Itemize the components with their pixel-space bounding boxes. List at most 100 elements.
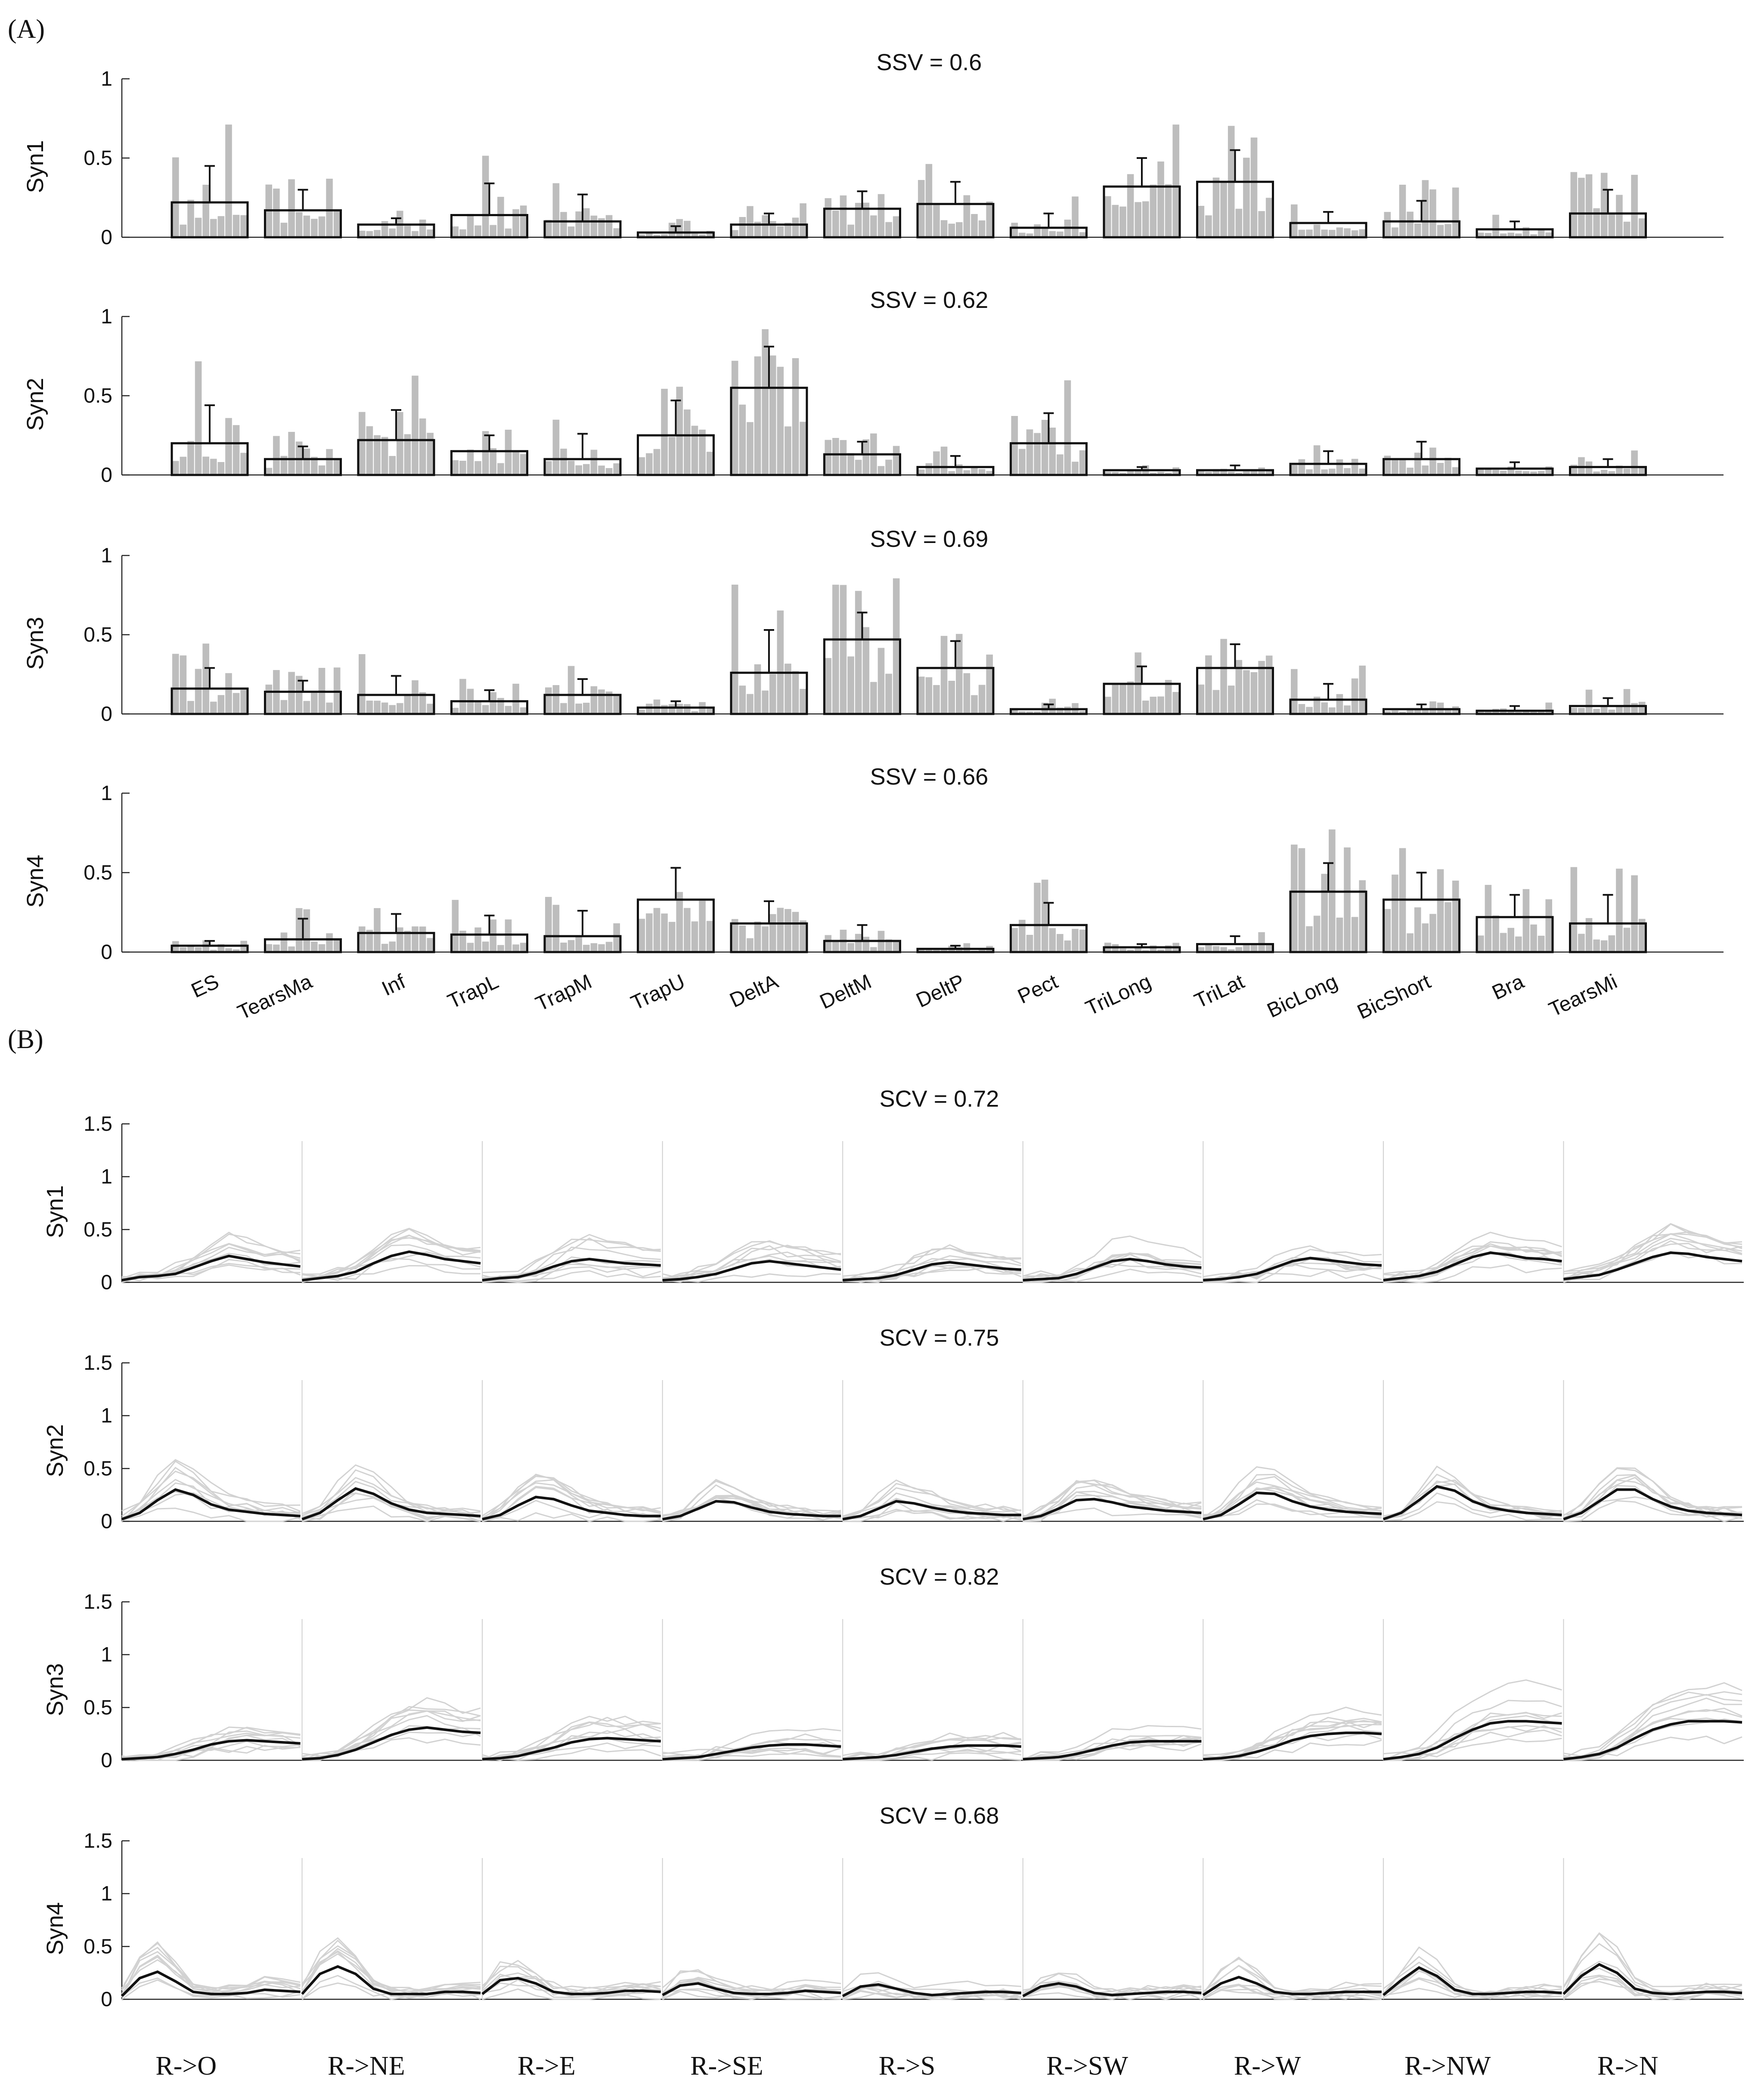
muscle-label-bicshort: BicShort (1354, 970, 1434, 1024)
subject-bar (1522, 471, 1530, 475)
subject-bar (762, 329, 769, 475)
subject-bar (545, 461, 552, 475)
subject-bar (318, 465, 326, 475)
subject-bar (273, 436, 280, 475)
subject-bar (1392, 227, 1398, 237)
subject-bar (280, 223, 288, 237)
subject-bar (971, 214, 978, 237)
subject-trace (301, 1939, 481, 1996)
subject-bar (225, 673, 232, 714)
subject-bar (419, 418, 426, 475)
subject-bar (520, 454, 527, 475)
subject-bar (590, 450, 598, 475)
subject-trace (121, 1492, 301, 1520)
subject-bar (847, 453, 854, 475)
subject-bar (1306, 707, 1313, 714)
y-tick-label: 0 (101, 464, 112, 487)
subject-bar (1623, 689, 1631, 714)
muscle-label-trapu: TrapU (627, 970, 688, 1015)
subject-bar (1104, 472, 1111, 475)
subject-bar (1112, 684, 1119, 714)
subject-trace (1383, 1232, 1562, 1276)
subject-bar (732, 584, 738, 714)
subject-bar (311, 456, 318, 475)
subject-bar (855, 203, 862, 237)
subject-bar (326, 702, 333, 714)
subject-bar (575, 703, 582, 714)
subject-bar (1250, 672, 1258, 714)
subject-bar (1623, 928, 1631, 952)
subject-trace (302, 1265, 481, 1283)
subject-trace (1203, 1724, 1382, 1761)
subject-bar (739, 217, 746, 237)
subject-bar (598, 465, 605, 475)
subject-bar (792, 671, 799, 714)
subject-bar (676, 704, 683, 714)
subject-bar (653, 449, 660, 475)
subject-bar (1127, 949, 1134, 952)
muscle-label-delta: DeltA (726, 970, 782, 1012)
subject-bar (397, 412, 403, 475)
subject-trace (482, 1988, 661, 2000)
subject-bar (482, 155, 489, 237)
subject-bar (646, 704, 653, 714)
subject-bar (1135, 948, 1141, 952)
subject-bar (1336, 227, 1343, 237)
subject-bar (333, 459, 341, 475)
subject-trace (482, 1512, 661, 1522)
subject-bar (195, 947, 202, 952)
subject-bar (762, 690, 769, 714)
subject-bar (1522, 889, 1530, 952)
subject-bar (1235, 947, 1243, 952)
subject-trace (1383, 1479, 1562, 1517)
subject-bar (676, 387, 683, 475)
subject-bar (1258, 932, 1265, 952)
subject-bar (1384, 212, 1391, 237)
subject-bar (1507, 711, 1514, 714)
subject-bar (832, 584, 839, 714)
subject-bar (1445, 709, 1451, 714)
subject-bar (956, 634, 963, 714)
mean-trace-segment (121, 1254, 301, 1282)
subject-bar (1243, 471, 1250, 475)
subject-bar (552, 419, 560, 475)
subject-bar (605, 942, 613, 952)
subject-bar (374, 908, 381, 952)
subject-bar (784, 426, 791, 475)
subject-trace (1023, 1725, 1202, 1760)
subject-trace (482, 1266, 661, 1283)
subject-bar (691, 233, 698, 237)
subject-trace (302, 1477, 481, 1514)
subject-trace (662, 1749, 841, 1761)
subject-bar (1072, 929, 1079, 952)
subject-bar (180, 655, 187, 714)
subject-bar (452, 226, 459, 237)
subject-bar (1235, 472, 1243, 475)
subject-bar (512, 209, 519, 237)
movement-label: R->NW (1404, 2051, 1491, 2081)
subject-trace (1023, 1507, 1202, 1519)
subject-bar (1026, 934, 1033, 952)
subject-bar (366, 231, 373, 237)
subject-trace (842, 1267, 1022, 1283)
subject-bar (877, 648, 885, 714)
subject-bar (1638, 701, 1646, 714)
subject-bar (1205, 945, 1212, 952)
subject-bar (1500, 933, 1507, 952)
subject-bar (202, 456, 209, 475)
subject-bar (605, 215, 613, 237)
subject-bar (1429, 447, 1436, 475)
subject-bar (452, 707, 459, 714)
subject-trace (1022, 1973, 1202, 1995)
y-tick-label: 0 (101, 941, 112, 964)
subject-trace (1563, 1709, 1742, 1760)
y-axis-label: Syn3 (42, 1663, 68, 1716)
subject-bar (978, 469, 986, 475)
muscle-label-trilat: TriLat (1191, 970, 1248, 1013)
subject-bar (598, 689, 605, 714)
subject-bar (318, 944, 326, 952)
subject-bar (668, 921, 676, 952)
subject-bar (560, 212, 567, 237)
subject-bar (1258, 661, 1265, 714)
y-tick-label: 0.5 (84, 624, 112, 646)
